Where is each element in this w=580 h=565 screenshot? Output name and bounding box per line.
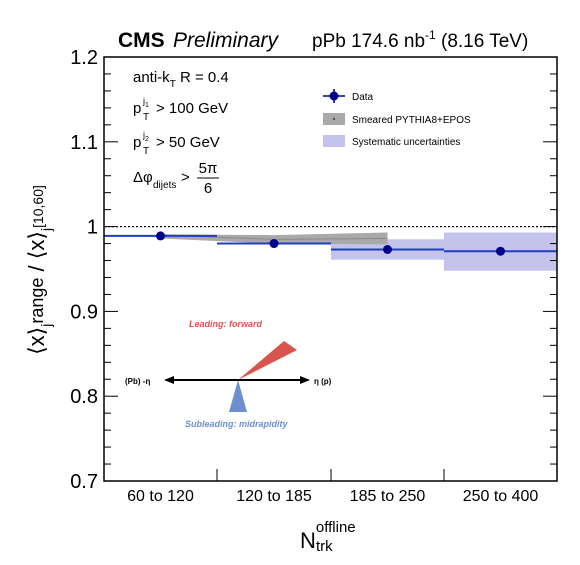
pt1-cut-label: p j1 T > 100 GeV xyxy=(133,96,228,123)
leading-jet-cone xyxy=(238,341,297,380)
leading-label: Leading: forward xyxy=(189,319,263,329)
x-axis-title-sup: offline xyxy=(316,519,356,536)
lumi-suffix: (8.16 TeV) xyxy=(436,31,529,52)
data-series-layer xyxy=(104,231,557,256)
svg-text:T: T xyxy=(143,112,149,123)
svg-text:>: > xyxy=(181,169,190,186)
legend-mc: Smeared PYTHIA8+EPOS xyxy=(323,113,471,126)
x-tick-label-1: 120 to 185 xyxy=(236,488,312,505)
jet-algorithm-label: anti-kT R = 0.4 xyxy=(133,69,229,90)
pb-side-label: (Pb) -η xyxy=(125,377,150,386)
y-tick-label-2: 0.9 xyxy=(70,301,98,323)
svg-text:6: 6 xyxy=(204,180,212,197)
svg-text:Smeared PYTHIA8+EPOS: Smeared PYTHIA8+EPOS xyxy=(352,115,471,126)
data-point-0 xyxy=(156,231,165,241)
kinematics-diagram: Leading: forward Subleading: midrapidity… xyxy=(125,319,332,429)
mc-band xyxy=(160,232,388,245)
x-axis-title: Noffline xyxy=(300,519,356,553)
lumi-prefix: pPb 174.6 nb xyxy=(312,31,425,52)
legend-syst: Systematic uncertainties xyxy=(323,135,460,148)
x-tick-label-3: 250 to 400 xyxy=(463,488,539,505)
svg-text:T: T xyxy=(143,146,149,157)
data-point-3 xyxy=(496,246,505,256)
dphi-cut-label: Δφ dijets > 5π 6 xyxy=(133,160,219,197)
svg-text:Systematic uncertainties: Systematic uncertainties xyxy=(352,137,460,148)
legend: Data Smeared PYTHIA8+EPOS Systematic unc… xyxy=(323,89,471,148)
x-axis-title-sub: trk xyxy=(316,538,333,555)
svg-text:p: p xyxy=(133,134,141,151)
svg-text:p: p xyxy=(133,100,141,117)
cms-label: CMS xyxy=(118,29,165,52)
svg-text:Δφ: Δφ xyxy=(133,169,153,186)
y-tick-label-5: 1.2 xyxy=(70,47,98,69)
y-axis-title: ⟨x⟩jrange / ⟨x⟩j[10,60] xyxy=(24,185,54,355)
y-tick-label-4: 1.1 xyxy=(70,132,98,154)
lumi-exp: -1 xyxy=(425,28,436,42)
svg-text:5π: 5π xyxy=(199,160,218,177)
lumi-label: pPb 174.6 nb-1 (8.16 TeV) xyxy=(312,28,528,52)
svg-text:j2: j2 xyxy=(142,130,149,143)
legend-data: Data xyxy=(323,89,374,103)
x-tick-label-0: 60 to 120 xyxy=(127,488,194,505)
svg-text:> 100 GeV: > 100 GeV xyxy=(156,100,228,117)
axes-layer: 0.7 0.8 0.9 1 1.1 1.2 60 to 120 120 to 185 185 t… xyxy=(70,47,557,505)
data-point-2 xyxy=(383,244,392,254)
x-tick-label-2: 185 to 250 xyxy=(350,488,426,505)
subleading-label: Subleading: midrapidity xyxy=(185,419,289,429)
svg-text:dijets: dijets xyxy=(153,180,176,191)
svg-text:⟨x⟩jrange / ⟨x⟩j[10,60]: ⟨x⟩jrange / ⟨x⟩j[10,60] xyxy=(24,185,54,355)
y-tick-label-3: 1 xyxy=(87,217,98,239)
svg-text:j1: j1 xyxy=(142,96,149,109)
y-tick-label-0: 0.7 xyxy=(70,471,98,493)
pt2-cut-label: p j2 T > 50 GeV xyxy=(133,130,220,157)
subleading-jet-cone xyxy=(229,380,247,412)
svg-text:> 50 GeV: > 50 GeV xyxy=(156,134,220,151)
p-side-label: η (p) xyxy=(314,377,332,386)
svg-text:Data: Data xyxy=(352,92,374,103)
data-point-1 xyxy=(269,239,279,249)
x-axis-title-base: N xyxy=(300,528,316,553)
y-tick-label-1: 0.8 xyxy=(70,386,98,408)
preliminary-label: Preliminary xyxy=(173,29,280,52)
